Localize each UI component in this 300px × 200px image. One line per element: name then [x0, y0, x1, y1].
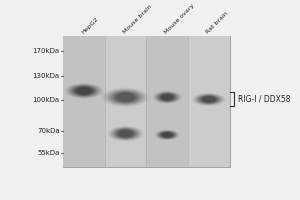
Ellipse shape — [112, 128, 139, 140]
Text: 130kDa: 130kDa — [33, 73, 60, 79]
Bar — [188, 36, 230, 167]
Ellipse shape — [113, 92, 138, 103]
Text: 100kDa: 100kDa — [33, 97, 60, 103]
Text: HepG2: HepG2 — [80, 16, 99, 35]
Text: Rat brain: Rat brain — [205, 11, 229, 35]
Ellipse shape — [109, 126, 142, 141]
Ellipse shape — [200, 96, 218, 103]
Bar — [105, 36, 146, 167]
Text: 170kDa: 170kDa — [33, 48, 60, 54]
Ellipse shape — [74, 86, 94, 95]
Ellipse shape — [159, 131, 175, 138]
Ellipse shape — [156, 130, 179, 140]
Text: 70kDa: 70kDa — [37, 128, 60, 134]
Bar — [146, 36, 188, 167]
Ellipse shape — [162, 132, 172, 137]
Ellipse shape — [72, 86, 96, 96]
Text: Mouse ovary: Mouse ovary — [164, 3, 196, 35]
Ellipse shape — [66, 84, 102, 98]
Bar — [63, 36, 230, 167]
Ellipse shape — [158, 131, 176, 139]
Ellipse shape — [157, 131, 178, 139]
Ellipse shape — [195, 94, 223, 105]
Bar — [63, 36, 105, 167]
Text: Mouse brain: Mouse brain — [122, 4, 153, 35]
Ellipse shape — [76, 87, 92, 95]
Ellipse shape — [111, 127, 140, 140]
Ellipse shape — [116, 129, 135, 138]
Ellipse shape — [155, 92, 179, 103]
Ellipse shape — [161, 94, 173, 100]
Ellipse shape — [157, 92, 178, 102]
Ellipse shape — [116, 93, 135, 102]
Ellipse shape — [193, 93, 224, 105]
Text: RIG-I / DDX58: RIG-I / DDX58 — [238, 95, 291, 104]
Ellipse shape — [154, 91, 181, 103]
Ellipse shape — [197, 95, 221, 104]
Ellipse shape — [68, 84, 100, 97]
Ellipse shape — [70, 85, 98, 97]
Ellipse shape — [202, 96, 216, 103]
Ellipse shape — [118, 130, 133, 137]
Ellipse shape — [158, 93, 176, 102]
Ellipse shape — [111, 91, 140, 104]
Ellipse shape — [109, 90, 143, 105]
Ellipse shape — [199, 95, 219, 104]
Ellipse shape — [103, 88, 148, 106]
Ellipse shape — [161, 132, 174, 138]
Ellipse shape — [106, 89, 145, 105]
Ellipse shape — [114, 128, 137, 139]
Ellipse shape — [160, 93, 175, 101]
Text: 55kDa: 55kDa — [37, 150, 60, 156]
